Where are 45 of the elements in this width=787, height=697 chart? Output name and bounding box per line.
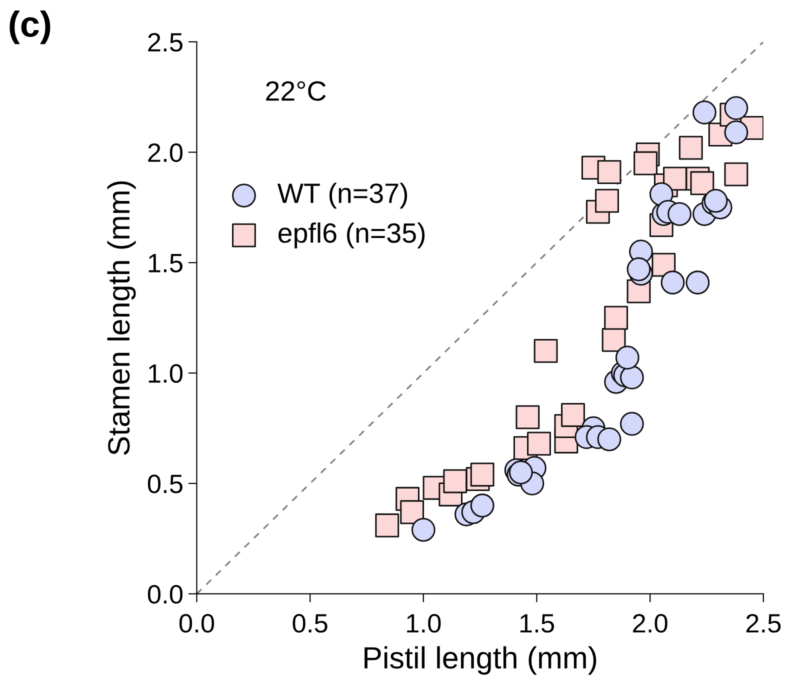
- x-tick-label: 1.5: [520, 614, 554, 633]
- point: [527, 432, 551, 456]
- y-axis-title: Stamen length (mm): [107, 181, 136, 455]
- point: [561, 403, 585, 427]
- legend-label: WT (n=37): [277, 182, 408, 209]
- legend-label: epfl6 (n=35): [278, 222, 425, 248]
- point: [595, 188, 619, 213]
- point: [678, 136, 703, 160]
- point: [534, 338, 558, 363]
- point: [411, 518, 436, 542]
- point: [400, 500, 424, 524]
- point: [686, 270, 710, 294]
- point: [724, 120, 748, 144]
- y-tick-label: 2.5: [148, 32, 182, 52]
- y-tick-label: 0.5: [148, 474, 182, 494]
- x-tick-label: 0.0: [179, 614, 214, 633]
- y-tick-label: 0.0: [148, 584, 183, 604]
- point: [597, 427, 622, 452]
- point: [724, 96, 748, 120]
- y-tick-label: 1.0: [148, 364, 183, 383]
- x-axis-title: Pistil length (mm): [364, 646, 596, 675]
- point: [375, 513, 400, 538]
- point: [724, 162, 748, 186]
- point: [660, 270, 685, 294]
- point: [620, 412, 644, 436]
- x-tick-label: 2.5: [746, 614, 781, 633]
- y-tick-label: 2.0: [148, 143, 183, 162]
- point: [443, 469, 468, 494]
- point: [690, 171, 714, 196]
- point: [692, 100, 716, 124]
- y-tick-label: 1.5: [148, 254, 182, 272]
- point: [470, 494, 494, 518]
- x-tick-label: 0.5: [292, 614, 328, 633]
- x-tick-label: 2.0: [633, 614, 668, 633]
- point: [634, 151, 658, 176]
- point: [626, 257, 651, 282]
- text: (c): [10, 10, 50, 44]
- point: [597, 160, 622, 184]
- point: [516, 405, 540, 430]
- point: [615, 346, 640, 370]
- annotation: 22°C: [266, 81, 326, 101]
- point: [470, 462, 494, 487]
- x-tick-label: 1.0: [407, 614, 441, 633]
- point: [668, 202, 692, 226]
- point: [604, 306, 628, 330]
